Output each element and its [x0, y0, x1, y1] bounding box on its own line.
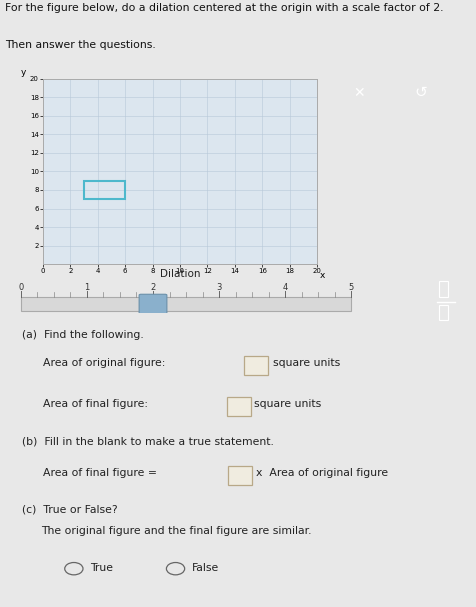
- Text: x: x: [319, 271, 325, 280]
- Text: Area of final figure:: Area of final figure:: [43, 399, 148, 409]
- Text: square units: square units: [272, 358, 339, 368]
- Text: (a)  Find the following.: (a) Find the following.: [22, 330, 143, 341]
- Text: Dilation: Dilation: [159, 269, 200, 279]
- Text: square units: square units: [254, 399, 321, 409]
- FancyBboxPatch shape: [139, 294, 167, 314]
- Text: 3: 3: [216, 283, 221, 293]
- Text: Area of final figure =: Area of final figure =: [43, 468, 157, 478]
- Text: Area of original figure:: Area of original figure:: [43, 358, 165, 368]
- Text: 4: 4: [282, 283, 287, 293]
- Text: y: y: [21, 68, 26, 77]
- Text: The original figure and the final figure are similar.: The original figure and the final figure…: [40, 526, 310, 536]
- Text: False: False: [192, 563, 219, 573]
- Text: 0: 0: [18, 283, 23, 293]
- Text: 2: 2: [150, 283, 155, 293]
- Text: (c)  True or False?: (c) True or False?: [22, 504, 118, 514]
- Bar: [244, 356, 268, 376]
- Text: x  Area of original figure: x Area of original figure: [255, 468, 387, 478]
- Bar: [228, 466, 251, 485]
- Text: Then answer the questions.: Then answer the questions.: [5, 41, 155, 50]
- Text: 1: 1: [84, 283, 89, 293]
- Text: For the figure below, do a dilation centered at the origin with a scale factor o: For the figure below, do a dilation cent…: [5, 4, 442, 13]
- Bar: [438, 281, 447, 297]
- Bar: [226, 398, 250, 416]
- Bar: [84, 181, 125, 199]
- Text: True: True: [90, 563, 113, 573]
- Text: ✕: ✕: [352, 86, 364, 100]
- Text: ↺: ↺: [414, 85, 426, 100]
- Bar: [438, 305, 447, 320]
- FancyBboxPatch shape: [21, 297, 350, 311]
- Text: (b)  Fill in the blank to make a true statement.: (b) Fill in the blank to make a true sta…: [22, 437, 273, 447]
- Text: 5: 5: [348, 283, 353, 293]
